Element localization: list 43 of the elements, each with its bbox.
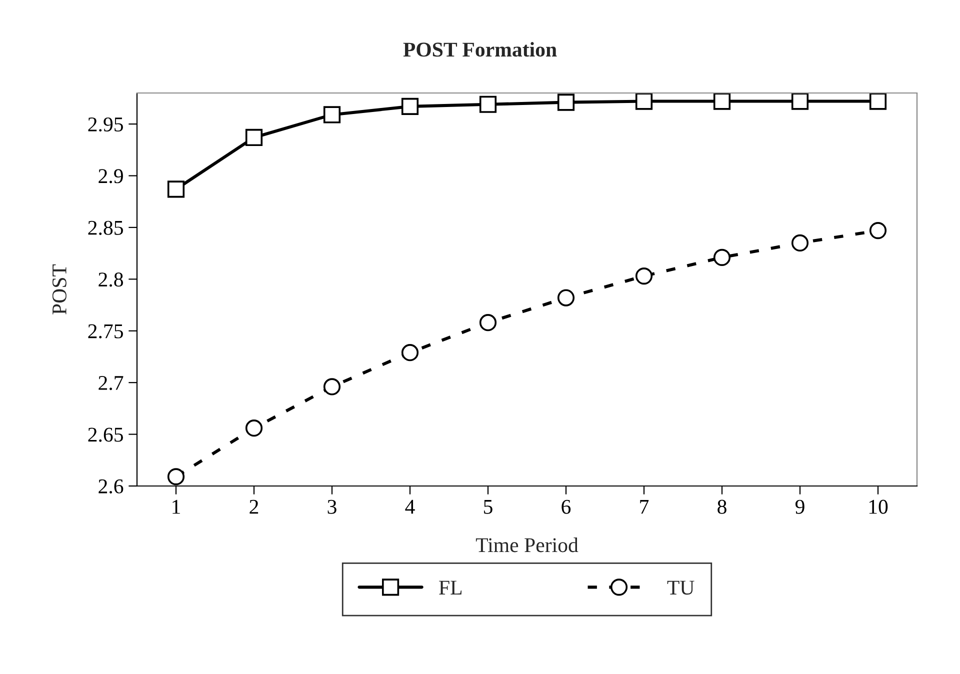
y-tick-label: 2.95 [88,117,123,132]
point [713,93,731,110]
x-tick-label: 6 [562,500,571,514]
x-tick-label: 3 [328,500,336,514]
point [401,344,419,362]
x-axis-title: Time Period [476,538,578,552]
y-tick-label: 2.9 [98,169,123,184]
point [245,128,263,146]
point [557,289,575,306]
x-tick-label: 8 [718,500,726,514]
point [557,94,575,111]
x-tick-label: 9 [795,500,804,514]
point [479,96,497,113]
y-axis-title: POST [52,264,66,314]
point [791,234,809,252]
point [635,268,653,285]
y-tick-label: 2.8 [98,272,124,287]
point [713,248,731,266]
chart-title: POST Formation [403,42,557,57]
x-tick-label: 2 [250,500,258,514]
point [323,378,341,396]
point [245,420,263,437]
x-tick-label: 10 [869,500,888,514]
x-tick-label: 5 [484,500,492,514]
point [323,106,341,124]
y-tick-label: 2.65 [88,428,123,442]
point [635,93,653,110]
y-tick-label: 2.7 [98,376,124,390]
point [869,222,887,240]
point [401,98,419,115]
x-tick-label: 1 [172,500,180,514]
legend-label: TU [667,580,694,595]
x-tick-label: 4 [405,500,415,514]
point [869,93,887,110]
y-tick-label: 2.6 [98,479,124,494]
point [167,180,185,198]
point [167,468,185,486]
legend-label: FL [439,580,462,594]
y-tick-label: 2.75 [88,324,123,338]
point [791,93,809,110]
y-tick-label: 2.85 [88,220,123,235]
x-tick-label: 7 [640,500,649,514]
point [479,314,497,332]
